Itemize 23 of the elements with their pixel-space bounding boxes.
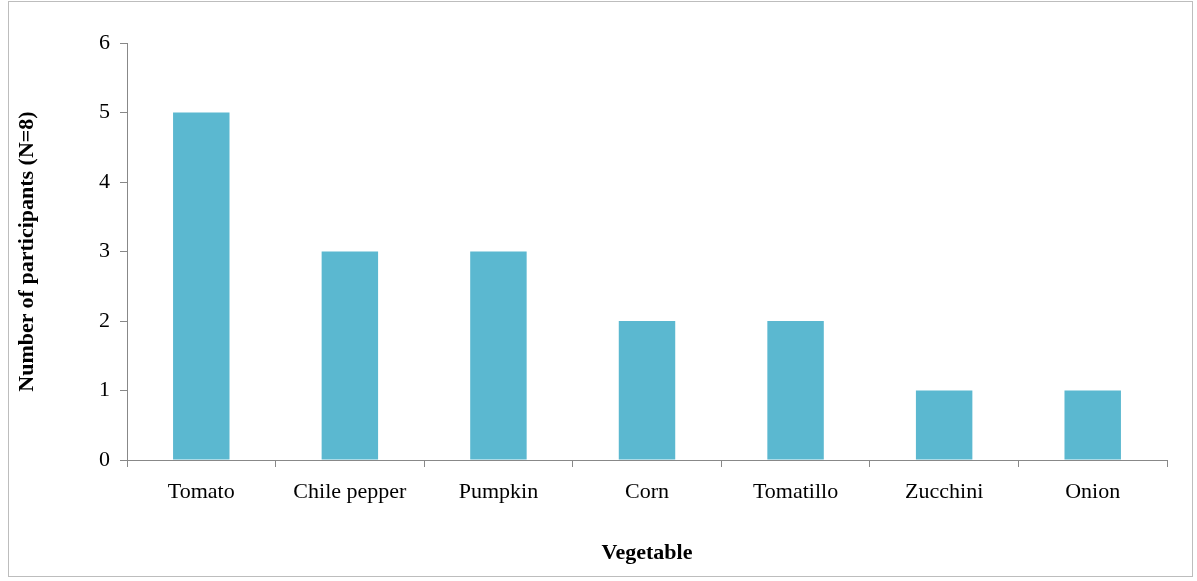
- x-tick-label: Corn: [625, 477, 669, 503]
- x-tick-label: Tomatillo: [752, 477, 839, 503]
- y-tick-label: 0: [99, 445, 110, 471]
- y-tick-label: 4: [99, 167, 110, 193]
- y-tick-label: 2: [99, 306, 110, 332]
- y-tick-label: 1: [99, 376, 110, 402]
- x-tick-label: Tomato: [167, 477, 235, 503]
- y-tick-label: 6: [99, 28, 110, 54]
- bar: [173, 112, 230, 460]
- y-tick-label: 3: [99, 237, 110, 263]
- y-axis-title: Number of participants (N=8): [12, 111, 38, 392]
- bar: [1064, 390, 1121, 460]
- x-tick-label: Zucchini: [905, 477, 984, 503]
- bar: [321, 251, 379, 460]
- x-axis-title: Vegetable: [601, 539, 693, 565]
- bar: [618, 321, 676, 460]
- bar: [767, 321, 824, 460]
- x-tick-label: Chile pepper: [293, 477, 408, 503]
- bar: [915, 390, 973, 460]
- bar: [470, 251, 527, 460]
- x-tick-label: Pumpkin: [458, 477, 539, 503]
- y-tick-label: 5: [99, 98, 110, 124]
- x-tick-label: Onion: [1065, 477, 1121, 503]
